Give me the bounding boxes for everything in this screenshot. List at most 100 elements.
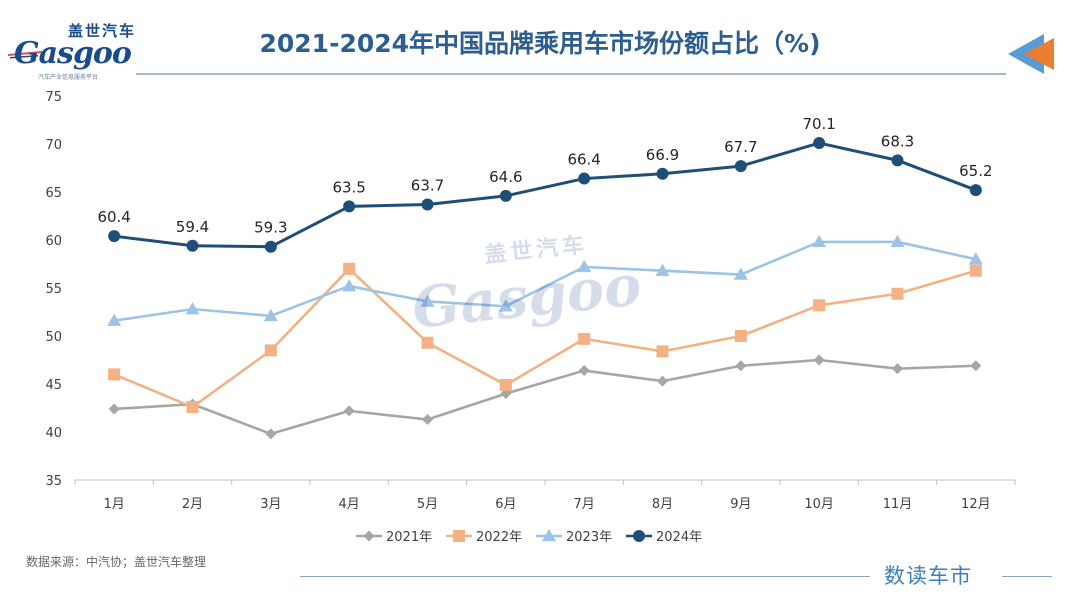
data-point-2021 <box>735 360 747 372</box>
legend: 2021年 2022年 2023年 2024年 <box>356 529 702 545</box>
legend-label: 2023年 <box>566 530 612 545</box>
legend-item-2023: 2023年 <box>536 529 612 545</box>
data-point-2023 <box>577 259 592 273</box>
legend-label: 2024年 <box>656 530 702 545</box>
data-point-2021 <box>265 428 277 440</box>
data-point-2022 <box>891 287 904 300</box>
x-tick-label: 2月 <box>182 497 203 512</box>
data-point-2022 <box>186 401 199 414</box>
chart-title: 2021-2024年中国品牌乘用车市场份额占比（%) <box>259 29 821 58</box>
data-label-2024: 66.9 <box>646 146 679 164</box>
y-axis: 35 40 45 50 55 60 65 70 75 <box>45 90 62 489</box>
y-tick-label: 40 <box>45 426 62 441</box>
legend-item-2022: 2022年 <box>446 530 522 545</box>
data-label-2024: 68.3 <box>881 132 914 150</box>
data-point-2024 <box>969 184 982 197</box>
data-point-2021 <box>108 403 120 415</box>
data-point-2024 <box>656 167 669 180</box>
footer-divider-right <box>1002 576 1052 577</box>
legend-marker-icon <box>363 530 375 542</box>
series-lines <box>107 137 983 440</box>
data-point-2024 <box>264 240 277 253</box>
x-axis: 1月 2月 3月 4月 5月 6月 7月 8月 9月 10月 11月 12月 <box>74 479 1016 512</box>
x-tick-label: 5月 <box>417 497 438 512</box>
data-label-2024: 59.3 <box>254 219 287 237</box>
y-tick-label: 55 <box>45 282 62 297</box>
data-point-2024 <box>108 230 121 243</box>
data-point-2022 <box>108 368 121 381</box>
data-label-2024: 70.1 <box>802 115 835 133</box>
data-point-2021 <box>657 375 668 387</box>
series-2022 <box>108 262 982 414</box>
logo-swoosh-icon <box>8 51 42 59</box>
data-label-2024: 66.4 <box>567 151 600 169</box>
data-point-2022 <box>656 345 669 358</box>
x-tick-label: 6月 <box>495 497 516 512</box>
x-tick-label: 7月 <box>574 497 595 512</box>
series-2023 <box>107 234 983 326</box>
x-tick-label: 9月 <box>730 497 751 512</box>
y-tick-label: 50 <box>45 330 62 345</box>
x-tick-label: 1月 <box>104 497 125 512</box>
legend-label: 2022年 <box>476 530 522 545</box>
series-line-2023 <box>113 240 977 322</box>
header-divider <box>136 73 1006 75</box>
legend-marker-icon <box>542 529 556 542</box>
data-point-2024 <box>186 239 199 252</box>
data-labels: 60.4 59.4 59.3 63.5 63.7 64.6 66.4 66.9 67.7 70.1… <box>97 115 992 237</box>
data-label-2024: 63.7 <box>411 176 444 194</box>
legend-marker-icon <box>633 530 645 542</box>
data-point-2024 <box>578 172 591 185</box>
data-point-2023 <box>107 313 122 326</box>
series-line-2024 <box>113 141 977 249</box>
x-tick-label: 10月 <box>804 497 834 512</box>
legend-marker-icon <box>453 530 465 542</box>
data-point-2021 <box>970 360 982 372</box>
y-tick-label: 60 <box>45 234 62 249</box>
data-label-2024: 65.2 <box>959 162 992 180</box>
legend-item-2024: 2024年 <box>626 530 702 545</box>
y-tick-label: 70 <box>45 138 62 153</box>
data-point-2022 <box>578 332 591 345</box>
data-label-2024: 64.6 <box>489 168 522 186</box>
data-point-2021 <box>892 363 903 375</box>
data-point-2023 <box>968 252 983 265</box>
data-point-2023 <box>733 267 748 280</box>
data-point-2022 <box>343 262 356 275</box>
series-2021 <box>108 354 982 440</box>
y-tick-label: 45 <box>45 378 62 393</box>
logo-wordmark: Gasgoo <box>14 36 132 71</box>
data-point-2021 <box>422 414 433 426</box>
corner-arrow-icon <box>1008 34 1054 74</box>
data-label-2024: 60.4 <box>97 208 130 226</box>
data-point-2022 <box>813 299 826 312</box>
data-label-2024: 59.4 <box>176 218 209 236</box>
data-point-2023 <box>185 302 200 315</box>
data-point-2024 <box>891 154 904 167</box>
data-point-2022 <box>969 264 982 277</box>
x-tick-label: 3月 <box>260 497 281 512</box>
data-point-2023 <box>655 263 670 276</box>
gasgoo-logo: 盖世汽车 Gasgoo 汽车产业信息服务平台 <box>8 18 138 81</box>
legend-label: 2021年 <box>386 530 432 545</box>
series-line-2021 <box>114 358 976 436</box>
data-point-2022 <box>264 344 277 357</box>
data-label-2024: 63.5 <box>332 178 365 196</box>
series-line-2022 <box>113 267 977 409</box>
data-point-2024 <box>813 137 826 150</box>
y-tick-label: 65 <box>45 186 62 201</box>
data-point-2021 <box>813 354 825 366</box>
data-point-2024 <box>343 200 356 213</box>
data-point-2023 <box>890 234 905 248</box>
legend-item-2021: 2021年 <box>356 530 432 545</box>
data-point-2022 <box>499 378 512 391</box>
data-point-2023 <box>263 308 278 322</box>
x-tick-label: 8月 <box>652 497 673 512</box>
data-point-2024 <box>499 189 512 202</box>
x-tick-label: 4月 <box>339 497 360 512</box>
logo-subtitle: 汽车产业信息服务平台 <box>38 74 99 81</box>
footer-divider-left <box>300 576 870 577</box>
data-point-2021 <box>578 365 590 377</box>
logo-chinese-name: 盖世汽车 <box>68 22 137 40</box>
